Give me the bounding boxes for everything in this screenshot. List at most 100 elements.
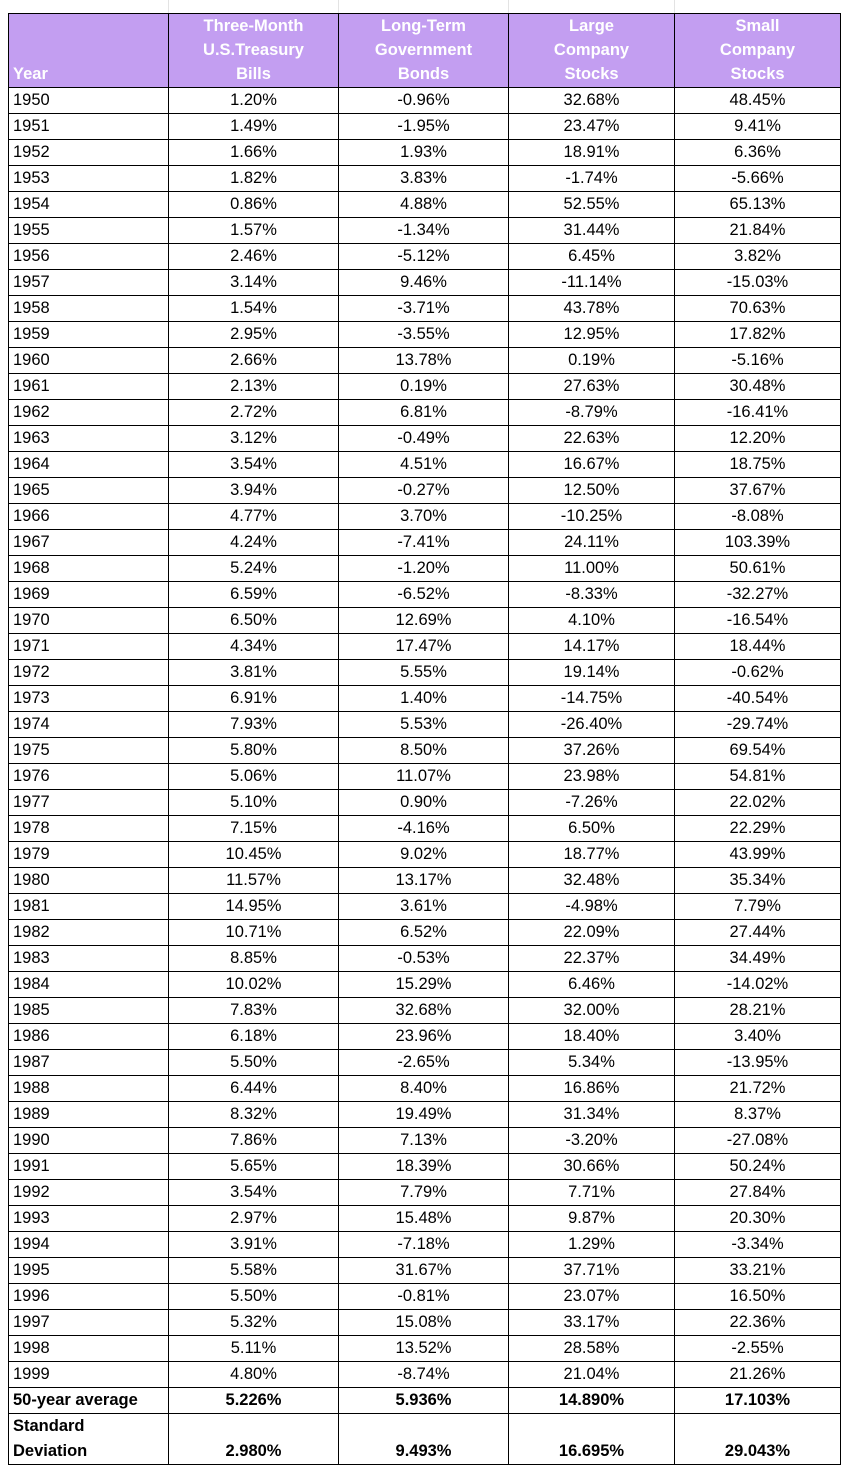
treasury-bills-cell[interactable]: 4.24% — [168, 529, 339, 556]
small-company-stocks-cell[interactable]: -40.54% — [674, 685, 841, 712]
government-bonds-cell[interactable]: 15.08% — [338, 1309, 509, 1336]
government-bonds-cell[interactable]: -3.71% — [338, 295, 509, 322]
year-cell[interactable]: 1969 — [8, 581, 169, 608]
small-company-stocks-cell[interactable]: 27.84% — [674, 1179, 841, 1206]
large-company-stocks-cell[interactable]: 21.04% — [508, 1361, 675, 1388]
small-company-stocks-cell[interactable]: 35.34% — [674, 867, 841, 894]
treasury-bills-cell[interactable]: 4.77% — [168, 503, 339, 530]
year-cell[interactable]: 1955 — [8, 217, 169, 244]
year-cell[interactable]: 1983 — [8, 945, 169, 972]
year-cell[interactable]: 1962 — [8, 399, 169, 426]
large-company-stocks-cell[interactable]: 32.68% — [508, 87, 675, 114]
year-cell[interactable]: 1952 — [8, 139, 169, 166]
government-bonds-cell[interactable]: -7.41% — [338, 529, 509, 556]
small-company-stocks-cell[interactable]: -3.34% — [674, 1231, 841, 1258]
year-cell[interactable]: 1964 — [8, 451, 169, 478]
large-company-stocks-cell[interactable]: 6.45% — [508, 243, 675, 270]
year-cell[interactable]: 1975 — [8, 737, 169, 764]
large-company-stocks-cell[interactable]: 12.50% — [508, 477, 675, 504]
small-company-stocks-cell[interactable]: 30.48% — [674, 373, 841, 400]
government-bonds-cell[interactable]: -4.16% — [338, 815, 509, 842]
year-cell[interactable]: 1960 — [8, 347, 169, 374]
government-bonds-cell[interactable]: 9.02% — [338, 841, 509, 868]
large-company-stocks-cell[interactable]: 33.17% — [508, 1309, 675, 1336]
government-bonds-cell[interactable]: 4.88% — [338, 191, 509, 218]
government-bonds-cell[interactable]: 31.67% — [338, 1257, 509, 1284]
stddev-small-company-stocks[interactable]: 29.043% — [674, 1413, 841, 1465]
large-company-stocks-cell[interactable]: 16.86% — [508, 1075, 675, 1102]
year-cell[interactable]: 1959 — [8, 321, 169, 348]
large-company-stocks-cell[interactable]: 32.48% — [508, 867, 675, 894]
treasury-bills-cell[interactable]: 3.14% — [168, 269, 339, 296]
small-company-stocks-cell[interactable]: 21.26% — [674, 1361, 841, 1388]
government-bonds-cell[interactable]: 7.13% — [338, 1127, 509, 1154]
year-cell[interactable]: 1991 — [8, 1153, 169, 1180]
government-bonds-cell[interactable]: 6.81% — [338, 399, 509, 426]
average-large-company-stocks[interactable]: 14.890% — [508, 1387, 675, 1414]
government-bonds-cell[interactable]: 3.61% — [338, 893, 509, 920]
year-cell[interactable]: 1963 — [8, 425, 169, 452]
large-company-stocks-cell[interactable]: -10.25% — [508, 503, 675, 530]
year-cell[interactable]: 1999 — [8, 1361, 169, 1388]
government-bonds-cell[interactable]: 0.19% — [338, 373, 509, 400]
stddev-treasury-bills[interactable]: 2.980% — [168, 1413, 339, 1465]
small-company-stocks-cell[interactable]: 103.39% — [674, 529, 841, 556]
large-company-stocks-cell[interactable]: -7.26% — [508, 789, 675, 816]
year-cell[interactable]: 1990 — [8, 1127, 169, 1154]
year-cell[interactable]: 1973 — [8, 685, 169, 712]
government-bonds-cell[interactable]: -0.81% — [338, 1283, 509, 1310]
treasury-bills-cell[interactable]: 6.18% — [168, 1023, 339, 1050]
year-cell[interactable]: 1995 — [8, 1257, 169, 1284]
treasury-bills-cell[interactable]: 2.72% — [168, 399, 339, 426]
header-government-bonds[interactable]: Long-Term Government Bonds — [338, 13, 509, 88]
treasury-bills-cell[interactable]: 5.10% — [168, 789, 339, 816]
treasury-bills-cell[interactable]: 1.54% — [168, 295, 339, 322]
year-cell[interactable]: 1977 — [8, 789, 169, 816]
large-company-stocks-cell[interactable]: -11.14% — [508, 269, 675, 296]
large-company-stocks-cell[interactable]: -14.75% — [508, 685, 675, 712]
small-company-stocks-cell[interactable]: 7.79% — [674, 893, 841, 920]
government-bonds-cell[interactable]: 18.39% — [338, 1153, 509, 1180]
small-company-stocks-cell[interactable]: -2.55% — [674, 1335, 841, 1362]
small-company-stocks-cell[interactable]: 22.29% — [674, 815, 841, 842]
year-cell[interactable]: 1971 — [8, 633, 169, 660]
small-company-stocks-cell[interactable]: -0.62% — [674, 659, 841, 686]
treasury-bills-cell[interactable]: 7.93% — [168, 711, 339, 738]
government-bonds-cell[interactable]: -3.55% — [338, 321, 509, 348]
small-company-stocks-cell[interactable]: 69.54% — [674, 737, 841, 764]
government-bonds-cell[interactable]: 13.17% — [338, 867, 509, 894]
treasury-bills-cell[interactable]: 2.66% — [168, 347, 339, 374]
year-cell[interactable]: 1992 — [8, 1179, 169, 1206]
year-cell[interactable]: 1957 — [8, 269, 169, 296]
treasury-bills-cell[interactable]: 1.20% — [168, 87, 339, 114]
year-cell[interactable]: 1980 — [8, 867, 169, 894]
small-company-stocks-cell[interactable]: 43.99% — [674, 841, 841, 868]
small-company-stocks-cell[interactable]: 12.20% — [674, 425, 841, 452]
year-cell[interactable]: 1961 — [8, 373, 169, 400]
large-company-stocks-cell[interactable]: 7.71% — [508, 1179, 675, 1206]
large-company-stocks-cell[interactable]: 27.63% — [508, 373, 675, 400]
large-company-stocks-cell[interactable]: 18.40% — [508, 1023, 675, 1050]
large-company-stocks-cell[interactable]: 11.00% — [508, 555, 675, 582]
large-company-stocks-cell[interactable]: 0.19% — [508, 347, 675, 374]
treasury-bills-cell[interactable]: 5.11% — [168, 1335, 339, 1362]
large-company-stocks-cell[interactable]: 22.09% — [508, 919, 675, 946]
small-company-stocks-cell[interactable]: 54.81% — [674, 763, 841, 790]
treasury-bills-cell[interactable]: 2.97% — [168, 1205, 339, 1232]
treasury-bills-cell[interactable]: 7.15% — [168, 815, 339, 842]
small-company-stocks-cell[interactable]: 37.67% — [674, 477, 841, 504]
large-company-stocks-cell[interactable]: 31.44% — [508, 217, 675, 244]
year-cell[interactable]: 1950 — [8, 87, 169, 114]
large-company-stocks-cell[interactable]: 22.37% — [508, 945, 675, 972]
large-company-stocks-cell[interactable]: 52.55% — [508, 191, 675, 218]
government-bonds-cell[interactable]: 6.52% — [338, 919, 509, 946]
large-company-stocks-cell[interactable]: 9.87% — [508, 1205, 675, 1232]
treasury-bills-cell[interactable]: 1.66% — [168, 139, 339, 166]
year-cell[interactable]: 1972 — [8, 659, 169, 686]
small-company-stocks-cell[interactable]: 22.36% — [674, 1309, 841, 1336]
government-bonds-cell[interactable]: -6.52% — [338, 581, 509, 608]
government-bonds-cell[interactable]: 17.47% — [338, 633, 509, 660]
year-cell[interactable]: 1976 — [8, 763, 169, 790]
year-cell[interactable]: 1982 — [8, 919, 169, 946]
large-company-stocks-cell[interactable]: 6.46% — [508, 971, 675, 998]
